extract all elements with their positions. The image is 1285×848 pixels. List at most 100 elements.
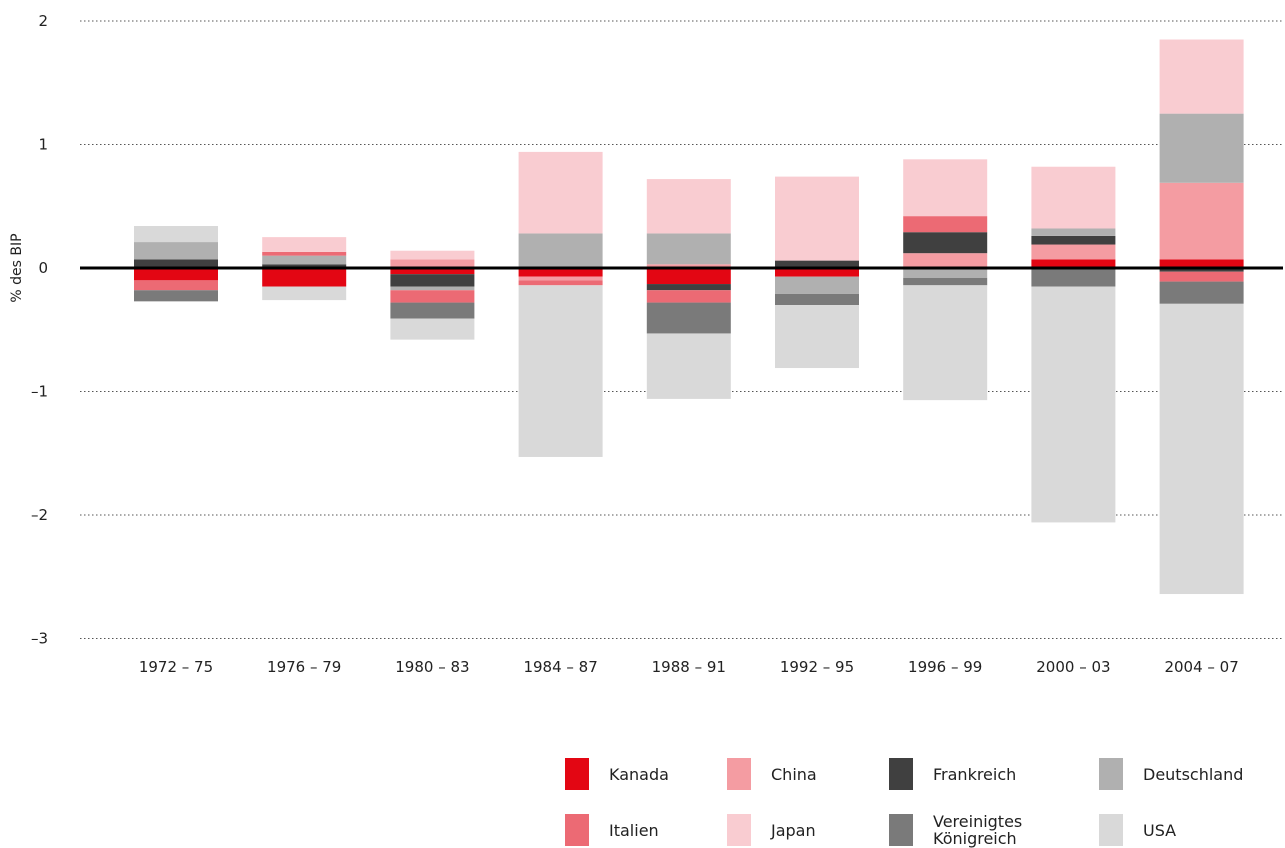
bar-segment: [518, 285, 603, 457]
bar-segment: [1159, 271, 1244, 282]
x-tick-label: 1976 – 79: [267, 658, 341, 676]
bar-segment: [775, 268, 859, 277]
bar-segment: [262, 268, 347, 287]
bar-segment: [646, 333, 731, 399]
bar-segment: [903, 285, 988, 401]
x-tick-label: 2004 – 07: [1164, 658, 1238, 676]
bar-segment: [518, 280, 603, 286]
bar-segment: [134, 290, 218, 302]
bars: [134, 39, 1244, 595]
x-tick-label: 1972 – 75: [139, 658, 213, 676]
x-tick-label: 1980 – 83: [395, 658, 469, 676]
legend-swatch: [727, 814, 751, 846]
x-tick-label: 1988 – 91: [652, 658, 726, 676]
bar-segment: [1159, 281, 1244, 304]
bar-segment: [262, 251, 347, 256]
bar-segment: [390, 274, 475, 287]
bar-segment: [775, 293, 859, 306]
bar-segment: [1031, 268, 1116, 287]
x-tick-label: 2000 – 03: [1036, 658, 1110, 676]
bar-segment: [646, 290, 731, 303]
legend-swatch: [1099, 758, 1123, 790]
x-tick-labels: 1972 – 75 1976 – 79 1980 – 83 1984 – 87 1988…: [139, 658, 1239, 676]
bar-segment: [390, 318, 475, 340]
x-tick-label: 1984 – 87: [523, 658, 597, 676]
bar-segment: [903, 253, 988, 268]
bar-segment: [1031, 235, 1116, 245]
y-axis-label: % des BIP: [9, 233, 25, 302]
bar-segment: [775, 276, 859, 294]
legend-label: Deutschland: [1143, 764, 1244, 784]
legend-swatch: [565, 814, 589, 846]
bar-segment: [134, 259, 218, 268]
legend-item: USA: [1099, 814, 1176, 846]
bar-segment: [390, 259, 475, 268]
bar-segment: [390, 286, 475, 291]
bar-segment: [775, 305, 859, 369]
legend-item: Vereinigtes Königreich: [889, 812, 1023, 848]
legend-label: Frankreich: [933, 764, 1017, 784]
bar-segment: [775, 260, 859, 268]
bar-segment: [518, 233, 603, 268]
bar-segment: [262, 264, 347, 268]
bar-segment: [903, 277, 988, 286]
legend-label: Kanada: [609, 764, 669, 784]
bar-segment: [1159, 182, 1244, 260]
y-tick-label: –2: [31, 506, 48, 524]
bar-segment: [134, 242, 218, 260]
bar-segment: [1031, 286, 1116, 523]
x-tick-label: 1992 – 95: [780, 658, 854, 676]
bar-segment: [134, 268, 218, 281]
legend-label: Vereinigtes Königreich: [933, 812, 1023, 848]
legend-swatch: [889, 758, 913, 790]
bar-segment: [775, 176, 859, 261]
legend-item: China: [727, 758, 817, 790]
bar-segment: [646, 284, 731, 291]
bar-segment: [518, 268, 603, 277]
y-tick-label: 2: [38, 12, 48, 30]
legend-item: Frankreich: [889, 758, 1016, 790]
bar-segment: [390, 250, 475, 260]
bar-segment: [1159, 39, 1244, 114]
legend-label: China: [771, 764, 817, 784]
legend-item: Kanada: [565, 758, 669, 790]
legend-label: USA: [1143, 820, 1177, 840]
bar-segment: [646, 179, 731, 234]
legend-item: Deutschland: [1099, 758, 1243, 790]
bar-segment: [646, 268, 731, 285]
bar-segment: [903, 159, 988, 217]
bar-segment: [1159, 268, 1244, 272]
bar-segment: [1159, 259, 1244, 268]
bar-segment: [646, 233, 731, 265]
bar-segment: [390, 268, 475, 275]
y-tick-label: 1: [38, 136, 48, 154]
y-tick-label: –3: [31, 630, 48, 648]
legend-swatch: [565, 758, 589, 790]
bar-segment: [134, 280, 218, 291]
bar-segment: [262, 237, 347, 252]
legend-swatch: [727, 758, 751, 790]
bar-segment: [518, 151, 603, 234]
legend-label: Italien: [609, 820, 659, 840]
x-tick-label: 1996 – 99: [908, 658, 982, 676]
bar-segment: [646, 302, 731, 334]
legend: Kanada China Frankreich Deutschland Italien J…: [565, 758, 1275, 848]
legend-swatch: [889, 814, 913, 846]
legend-item: Japan: [727, 814, 816, 846]
bar-segment: [1031, 228, 1116, 236]
bar-segment: [903, 216, 988, 233]
bar-segment: [262, 255, 347, 265]
y-tick-labels: 2 1 0 –1 –2 –3: [31, 12, 48, 648]
legend-label: Japan: [771, 820, 816, 840]
bar-segment: [1159, 303, 1244, 595]
legend-item: Italien: [565, 814, 659, 846]
bar-segment: [262, 286, 347, 301]
bar-segment: [903, 268, 988, 278]
bar-segment: [134, 226, 218, 243]
bar-segment: [1031, 259, 1116, 268]
y-tick-label: –1: [31, 383, 48, 401]
bar-segment: [518, 276, 603, 281]
bar-segment: [390, 302, 475, 319]
bar-segment: [1031, 244, 1116, 260]
